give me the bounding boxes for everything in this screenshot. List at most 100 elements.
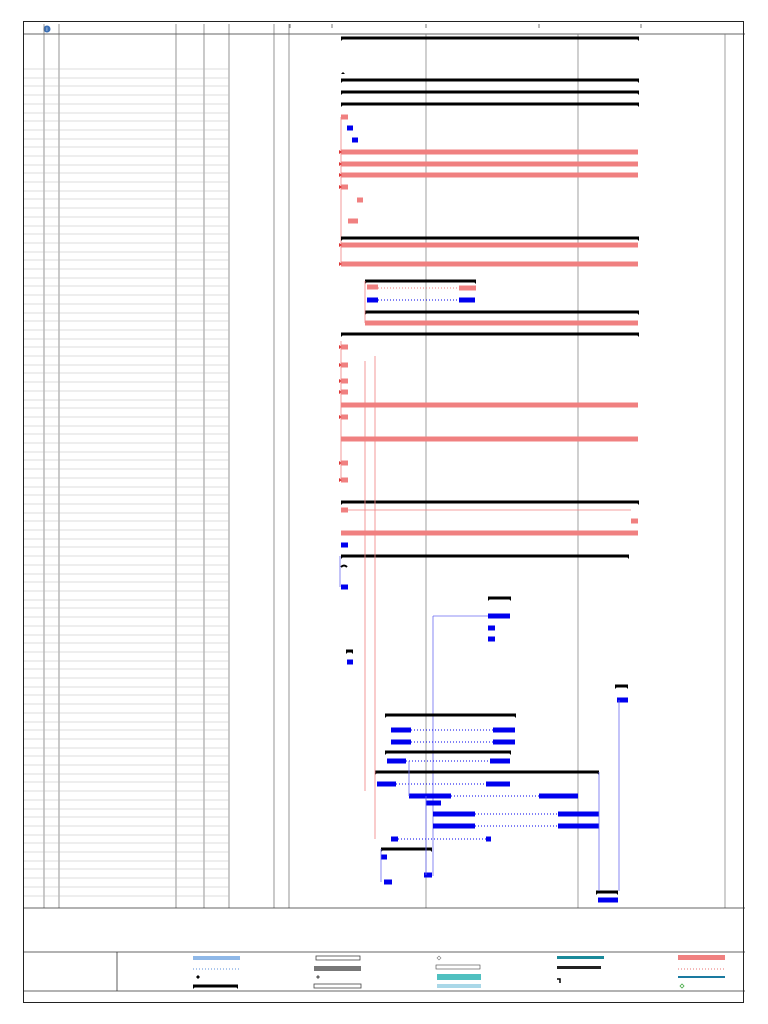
summary-bar-cap <box>193 986 195 989</box>
task-bar[interactable] <box>426 800 441 806</box>
critical-task-bar[interactable] <box>341 507 348 513</box>
critical-task-bar[interactable] <box>341 477 348 483</box>
summary-bar-cap <box>637 80 639 83</box>
gantt-chart-page: i <box>23 21 745 1003</box>
critical-task-bar[interactable] <box>367 284 378 290</box>
summary-bar[interactable] <box>385 750 511 754</box>
summary-bar[interactable] <box>341 332 639 336</box>
summary-bar[interactable] <box>381 847 432 851</box>
link-arrow <box>339 185 342 189</box>
summary-bar[interactable] <box>341 102 639 106</box>
summary-bar-cap <box>385 715 387 718</box>
critical-task-bar[interactable] <box>341 149 638 155</box>
summary-bar[interactable] <box>615 684 628 688</box>
summary-bar-cap <box>637 104 639 107</box>
link-arrow <box>339 243 342 247</box>
critical-task-bar[interactable] <box>341 402 638 408</box>
critical-task-bar[interactable] <box>341 344 348 350</box>
critical-task-bar[interactable] <box>341 530 638 536</box>
task-bar[interactable] <box>424 872 432 878</box>
summary-bar[interactable] <box>385 713 516 717</box>
task-bar[interactable] <box>409 793 451 799</box>
summary-bar[interactable] <box>341 236 639 240</box>
critical-task-bar[interactable] <box>459 285 476 291</box>
summary-bar[interactable] <box>596 890 618 894</box>
critical-task-bar[interactable] <box>357 197 363 203</box>
link-arrow <box>339 162 342 166</box>
task-bar[interactable] <box>347 659 353 665</box>
task-bar[interactable] <box>367 297 378 303</box>
link-arrow <box>339 379 342 383</box>
critical-task-bar[interactable] <box>341 436 638 442</box>
legend-swatch-manual-summary <box>437 984 481 988</box>
summary-bar-cap <box>341 502 343 505</box>
summary-bar[interactable] <box>341 554 629 558</box>
legend-swatch-inactive-milestone <box>316 975 320 979</box>
task-bar[interactable] <box>488 625 495 631</box>
critical-task-bar[interactable] <box>631 518 638 524</box>
task-bar[interactable] <box>384 879 392 885</box>
task-bar[interactable] <box>391 727 411 733</box>
summary-bar-cap <box>627 556 629 559</box>
summary-bar[interactable] <box>365 310 639 314</box>
critical-task-bar[interactable] <box>341 389 348 395</box>
task-bar[interactable] <box>493 739 515 745</box>
task-bar[interactable] <box>493 727 515 733</box>
summary-bar[interactable] <box>341 90 639 94</box>
task-bar[interactable] <box>490 758 510 764</box>
task-bar[interactable] <box>433 823 475 829</box>
critical-task-bar[interactable] <box>341 242 638 248</box>
info-icon[interactable] <box>43 25 51 33</box>
summary-bar-cap <box>375 772 377 775</box>
legend-swatch-inactive-task <box>314 966 361 971</box>
task-bar[interactable] <box>341 542 348 548</box>
task-bar[interactable] <box>391 836 398 842</box>
task-bar[interactable] <box>341 584 348 590</box>
summary-bar[interactable] <box>341 36 639 40</box>
task-bar[interactable] <box>381 854 387 860</box>
task-bar[interactable] <box>558 823 599 829</box>
summary-bar-cap <box>597 772 599 775</box>
critical-task-bar[interactable] <box>341 414 348 420</box>
task-bar[interactable] <box>377 781 396 787</box>
critical-task-bar[interactable] <box>341 172 638 178</box>
summary-bar[interactable] <box>488 596 511 600</box>
critical-task-bar[interactable] <box>341 261 638 267</box>
task-bar[interactable] <box>387 758 406 764</box>
task-bar[interactable] <box>558 811 599 817</box>
summary-bar[interactable] <box>341 78 639 82</box>
task-bar[interactable] <box>486 836 491 842</box>
task-bar[interactable] <box>459 297 475 303</box>
critical-task-bar[interactable] <box>341 184 348 190</box>
critical-task-bar[interactable] <box>341 362 348 368</box>
critical-task-bar[interactable] <box>341 114 348 120</box>
summary-bar-cap <box>341 334 343 337</box>
critical-task-bar[interactable] <box>365 320 638 326</box>
summary-bar[interactable] <box>365 279 476 283</box>
summary-bar[interactable] <box>375 770 599 774</box>
summary-bar[interactable] <box>193 984 238 988</box>
critical-task-bar[interactable] <box>348 218 358 224</box>
task-bar[interactable] <box>598 897 618 903</box>
legend-swatch-inactive-summary <box>313 983 362 989</box>
summary-bar-cap <box>341 104 343 107</box>
task-bar[interactable] <box>433 811 475 817</box>
critical-task-bar[interactable] <box>341 460 348 466</box>
critical-task-bar[interactable] <box>341 161 638 167</box>
summary-bar[interactable] <box>341 500 639 504</box>
task-bar[interactable] <box>488 636 495 642</box>
task-bar[interactable] <box>488 613 510 619</box>
legend-swatch-finish-only <box>557 966 601 969</box>
link-arrow <box>339 478 342 482</box>
summary-bar-cap <box>509 752 511 755</box>
task-bar[interactable] <box>352 137 358 143</box>
task-bar[interactable] <box>486 781 510 787</box>
task-bar[interactable] <box>539 793 578 799</box>
summary-bar-cap <box>341 38 343 41</box>
critical-task-bar[interactable] <box>341 378 348 384</box>
task-bar[interactable] <box>617 697 628 703</box>
summary-bar-cap <box>488 598 490 601</box>
task-bar[interactable] <box>391 739 411 745</box>
summary-bar[interactable] <box>346 649 353 653</box>
task-bar[interactable] <box>347 125 353 131</box>
